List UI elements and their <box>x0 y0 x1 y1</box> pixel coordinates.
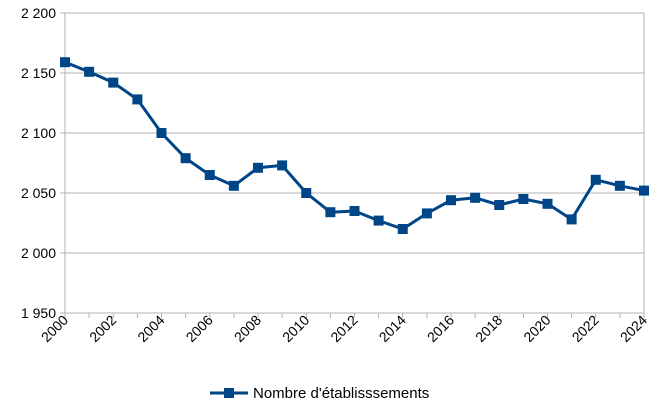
data-point <box>446 195 456 206</box>
x-tick-label: 2014 <box>376 312 409 345</box>
data-point <box>60 57 70 68</box>
data-point <box>542 198 553 209</box>
grid-lines <box>60 12 644 314</box>
x-tick-label: 2002 <box>86 312 119 345</box>
legend-label: Nombre d'établisssements <box>253 385 429 402</box>
x-tick-label: 2010 <box>279 312 312 345</box>
x-tick-label: 2006 <box>183 312 216 345</box>
x-tick-label: 2020 <box>520 312 553 345</box>
y-tick-label: 2 050 <box>21 185 56 201</box>
y-axis-tick-labels: 2 200 2 150 2 100 2 050 2 000 1 950 <box>21 5 56 321</box>
x-tick-label: 2008 <box>231 312 264 345</box>
data-point <box>156 128 167 138</box>
x-tick-label: 2024 <box>617 312 650 345</box>
data-point <box>277 160 288 171</box>
y-tick-label: 2 150 <box>21 65 56 81</box>
data-point <box>397 224 408 234</box>
data-point <box>494 200 505 210</box>
data-point <box>373 215 384 226</box>
y-tick-label: 2 100 <box>21 125 56 141</box>
data-point <box>325 207 336 218</box>
x-tick-label: 2022 <box>569 312 602 345</box>
x-tick-label: 2018 <box>472 312 505 345</box>
data-point <box>228 180 239 191</box>
legend-marker <box>224 388 234 398</box>
data-point <box>470 192 481 203</box>
series-line <box>64 60 645 231</box>
data-point <box>108 77 119 88</box>
data-point <box>614 180 625 191</box>
data-point <box>84 66 95 77</box>
data-point <box>204 170 215 180</box>
x-tick-label: 2012 <box>327 312 360 345</box>
series-group <box>60 57 649 234</box>
y-tick-label: 2 200 <box>21 5 56 21</box>
data-point <box>253 162 263 173</box>
data-point <box>180 153 191 164</box>
data-point <box>301 188 312 198</box>
axes <box>64 13 645 318</box>
data-point <box>566 214 577 225</box>
x-axis-tick-labels: 2000 2002 2004 2006 2008 2010 2012 2014 2016 2018… <box>38 312 650 345</box>
data-point <box>349 206 360 216</box>
legend: Nombre d'établisssements <box>210 385 429 402</box>
y-tick-label: 1 950 <box>21 305 56 321</box>
data-point <box>518 194 529 204</box>
x-tick-label: 2004 <box>134 312 167 345</box>
data-point <box>639 185 649 196</box>
y-tick-label: 2 000 <box>21 245 56 261</box>
data-point <box>421 208 432 219</box>
data-point <box>590 174 601 185</box>
data-point <box>132 94 143 105</box>
x-tick-label: 2016 <box>424 312 457 345</box>
